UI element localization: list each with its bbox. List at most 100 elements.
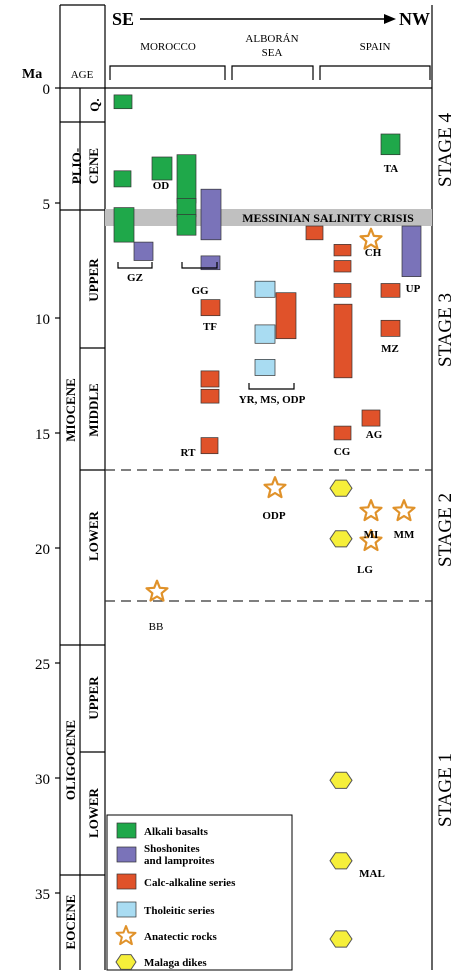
alkali-basalt-bar bbox=[151, 156, 173, 181]
legend-label: Malaga dikes bbox=[144, 957, 207, 969]
calc-alkaline-bar bbox=[200, 370, 220, 388]
legend-label: Shoshonites bbox=[144, 843, 200, 855]
label-up: UP bbox=[406, 283, 421, 295]
tick-label: 20 bbox=[35, 542, 50, 558]
calc-alkaline-bar bbox=[200, 437, 219, 455]
calc-alkaline-bar bbox=[333, 303, 353, 379]
label-lg: LG bbox=[357, 564, 373, 576]
label-rt: RT bbox=[181, 447, 197, 459]
label-cg: CG bbox=[334, 446, 351, 458]
label-od: OD bbox=[153, 180, 170, 192]
subepoch-middle: MIDDLE bbox=[86, 383, 101, 436]
region-spain: SPAIN bbox=[360, 41, 391, 53]
tick-label: 5 bbox=[43, 197, 51, 213]
data-marks bbox=[113, 94, 422, 948]
calc-alkaline-bar bbox=[380, 319, 401, 337]
label-mal: MAL bbox=[359, 868, 385, 880]
label-gg: GG bbox=[191, 285, 209, 297]
stage-1-label: STAGE 1 bbox=[435, 753, 456, 827]
tick-label: 10 bbox=[35, 312, 50, 328]
age-header: AGE bbox=[71, 69, 94, 81]
region-alboran: ALBORÁN bbox=[245, 33, 298, 45]
anatectic-star bbox=[359, 528, 383, 552]
subepoch-lower: LOWER bbox=[86, 510, 101, 560]
calc-alkaline-bar bbox=[333, 425, 352, 441]
malaga-dike-hex bbox=[329, 530, 353, 548]
calc-alkaline-bar bbox=[200, 388, 220, 404]
legend-label: Anatectic rocks bbox=[144, 931, 218, 943]
legend-label-2: and lamproites bbox=[144, 855, 215, 867]
tick-label: 25 bbox=[35, 657, 50, 673]
label-mz: MZ bbox=[381, 343, 399, 355]
anatectic-star bbox=[392, 499, 416, 522]
direction-arrow bbox=[140, 14, 396, 24]
label-ch: CH bbox=[365, 247, 382, 259]
label-tf: TF bbox=[203, 321, 217, 333]
alkali-basalt-bar bbox=[176, 198, 197, 218]
malaga-dike-hex bbox=[329, 852, 353, 870]
label-odp: ODP bbox=[262, 510, 286, 522]
calc-alkaline-bar bbox=[275, 292, 297, 340]
tick-label: 15 bbox=[35, 427, 50, 443]
anatectic-star bbox=[263, 476, 287, 499]
stage-3-label: STAGE 3 bbox=[435, 293, 456, 367]
legend-swatch bbox=[116, 846, 137, 863]
anatectic-star bbox=[359, 227, 383, 250]
brackets bbox=[117, 262, 295, 390]
tholeitic-bar bbox=[254, 359, 276, 376]
legend-swatch bbox=[116, 822, 137, 839]
shoshonite-bar bbox=[401, 225, 422, 277]
shoshonite-bar bbox=[133, 241, 154, 261]
region-morocco: MOROCCO bbox=[140, 41, 196, 53]
tick-label: 35 bbox=[35, 887, 50, 903]
calc-alkaline-bar bbox=[333, 244, 352, 257]
legend-star-icon bbox=[115, 925, 137, 946]
tholeitic-bar bbox=[254, 280, 276, 298]
region-sea: SEA bbox=[262, 47, 283, 59]
malaga-dike-hex bbox=[329, 479, 353, 497]
calc-alkaline-bar bbox=[333, 260, 352, 273]
legend-hex-icon bbox=[115, 954, 137, 970]
malaga-dike-hex bbox=[329, 771, 353, 789]
anatectic-star bbox=[359, 499, 383, 522]
label-ta: TA bbox=[384, 163, 399, 175]
tick-labels: 0 5 10 15 20 25 30 35 bbox=[35, 82, 50, 903]
subepoch-olig-lower: LOWER bbox=[86, 787, 101, 837]
alkali-basalt-bar bbox=[113, 94, 133, 110]
stage-2-label: STAGE 2 bbox=[435, 493, 456, 567]
tick-label: 0 bbox=[43, 82, 51, 98]
legend-label: Tholeitic series bbox=[144, 905, 215, 917]
legend-label: Alkali basalts bbox=[144, 826, 209, 838]
anatectic-star bbox=[145, 579, 169, 602]
calc-alkaline-bar bbox=[380, 283, 401, 298]
label-mi: MI bbox=[364, 529, 379, 541]
alkali-basalt-bar bbox=[176, 214, 197, 236]
subepoch-upper: UPPER bbox=[86, 258, 101, 302]
epoch-oligocene: OLIGOCENE bbox=[63, 720, 78, 800]
stage-4-label: STAGE 4 bbox=[435, 113, 456, 187]
epoch-eocene: EOCENE bbox=[63, 895, 78, 950]
shoshonite-bar bbox=[200, 255, 221, 271]
label-mm: MM bbox=[394, 529, 415, 541]
legend-swatch bbox=[116, 873, 137, 890]
frame bbox=[55, 4, 433, 970]
epoch-pliocene-2: CENE bbox=[86, 148, 101, 184]
alkali-basalt-bar bbox=[176, 154, 197, 204]
legend-label: Calc-alkaline series bbox=[144, 877, 236, 889]
label-bb: BB bbox=[149, 621, 164, 633]
calc-alkaline-bar bbox=[305, 225, 324, 241]
messinian-label: MESSINIAN SALINITY CRISIS bbox=[242, 211, 414, 225]
epoch-miocene: MIOCENE bbox=[63, 378, 78, 442]
alkali-basalt-bar bbox=[113, 170, 132, 188]
direction-left-label: SE bbox=[112, 9, 134, 29]
alkali-basalt-bar bbox=[380, 133, 401, 156]
legend-swatch bbox=[116, 901, 137, 918]
epoch-pliocene: PLIO- bbox=[69, 148, 84, 184]
axis-label: Ma bbox=[22, 67, 42, 82]
label-yr: YR, MS, ODP bbox=[239, 394, 306, 406]
alkali-basalt-bar bbox=[113, 207, 135, 243]
calc-alkaline-bar bbox=[361, 409, 381, 427]
